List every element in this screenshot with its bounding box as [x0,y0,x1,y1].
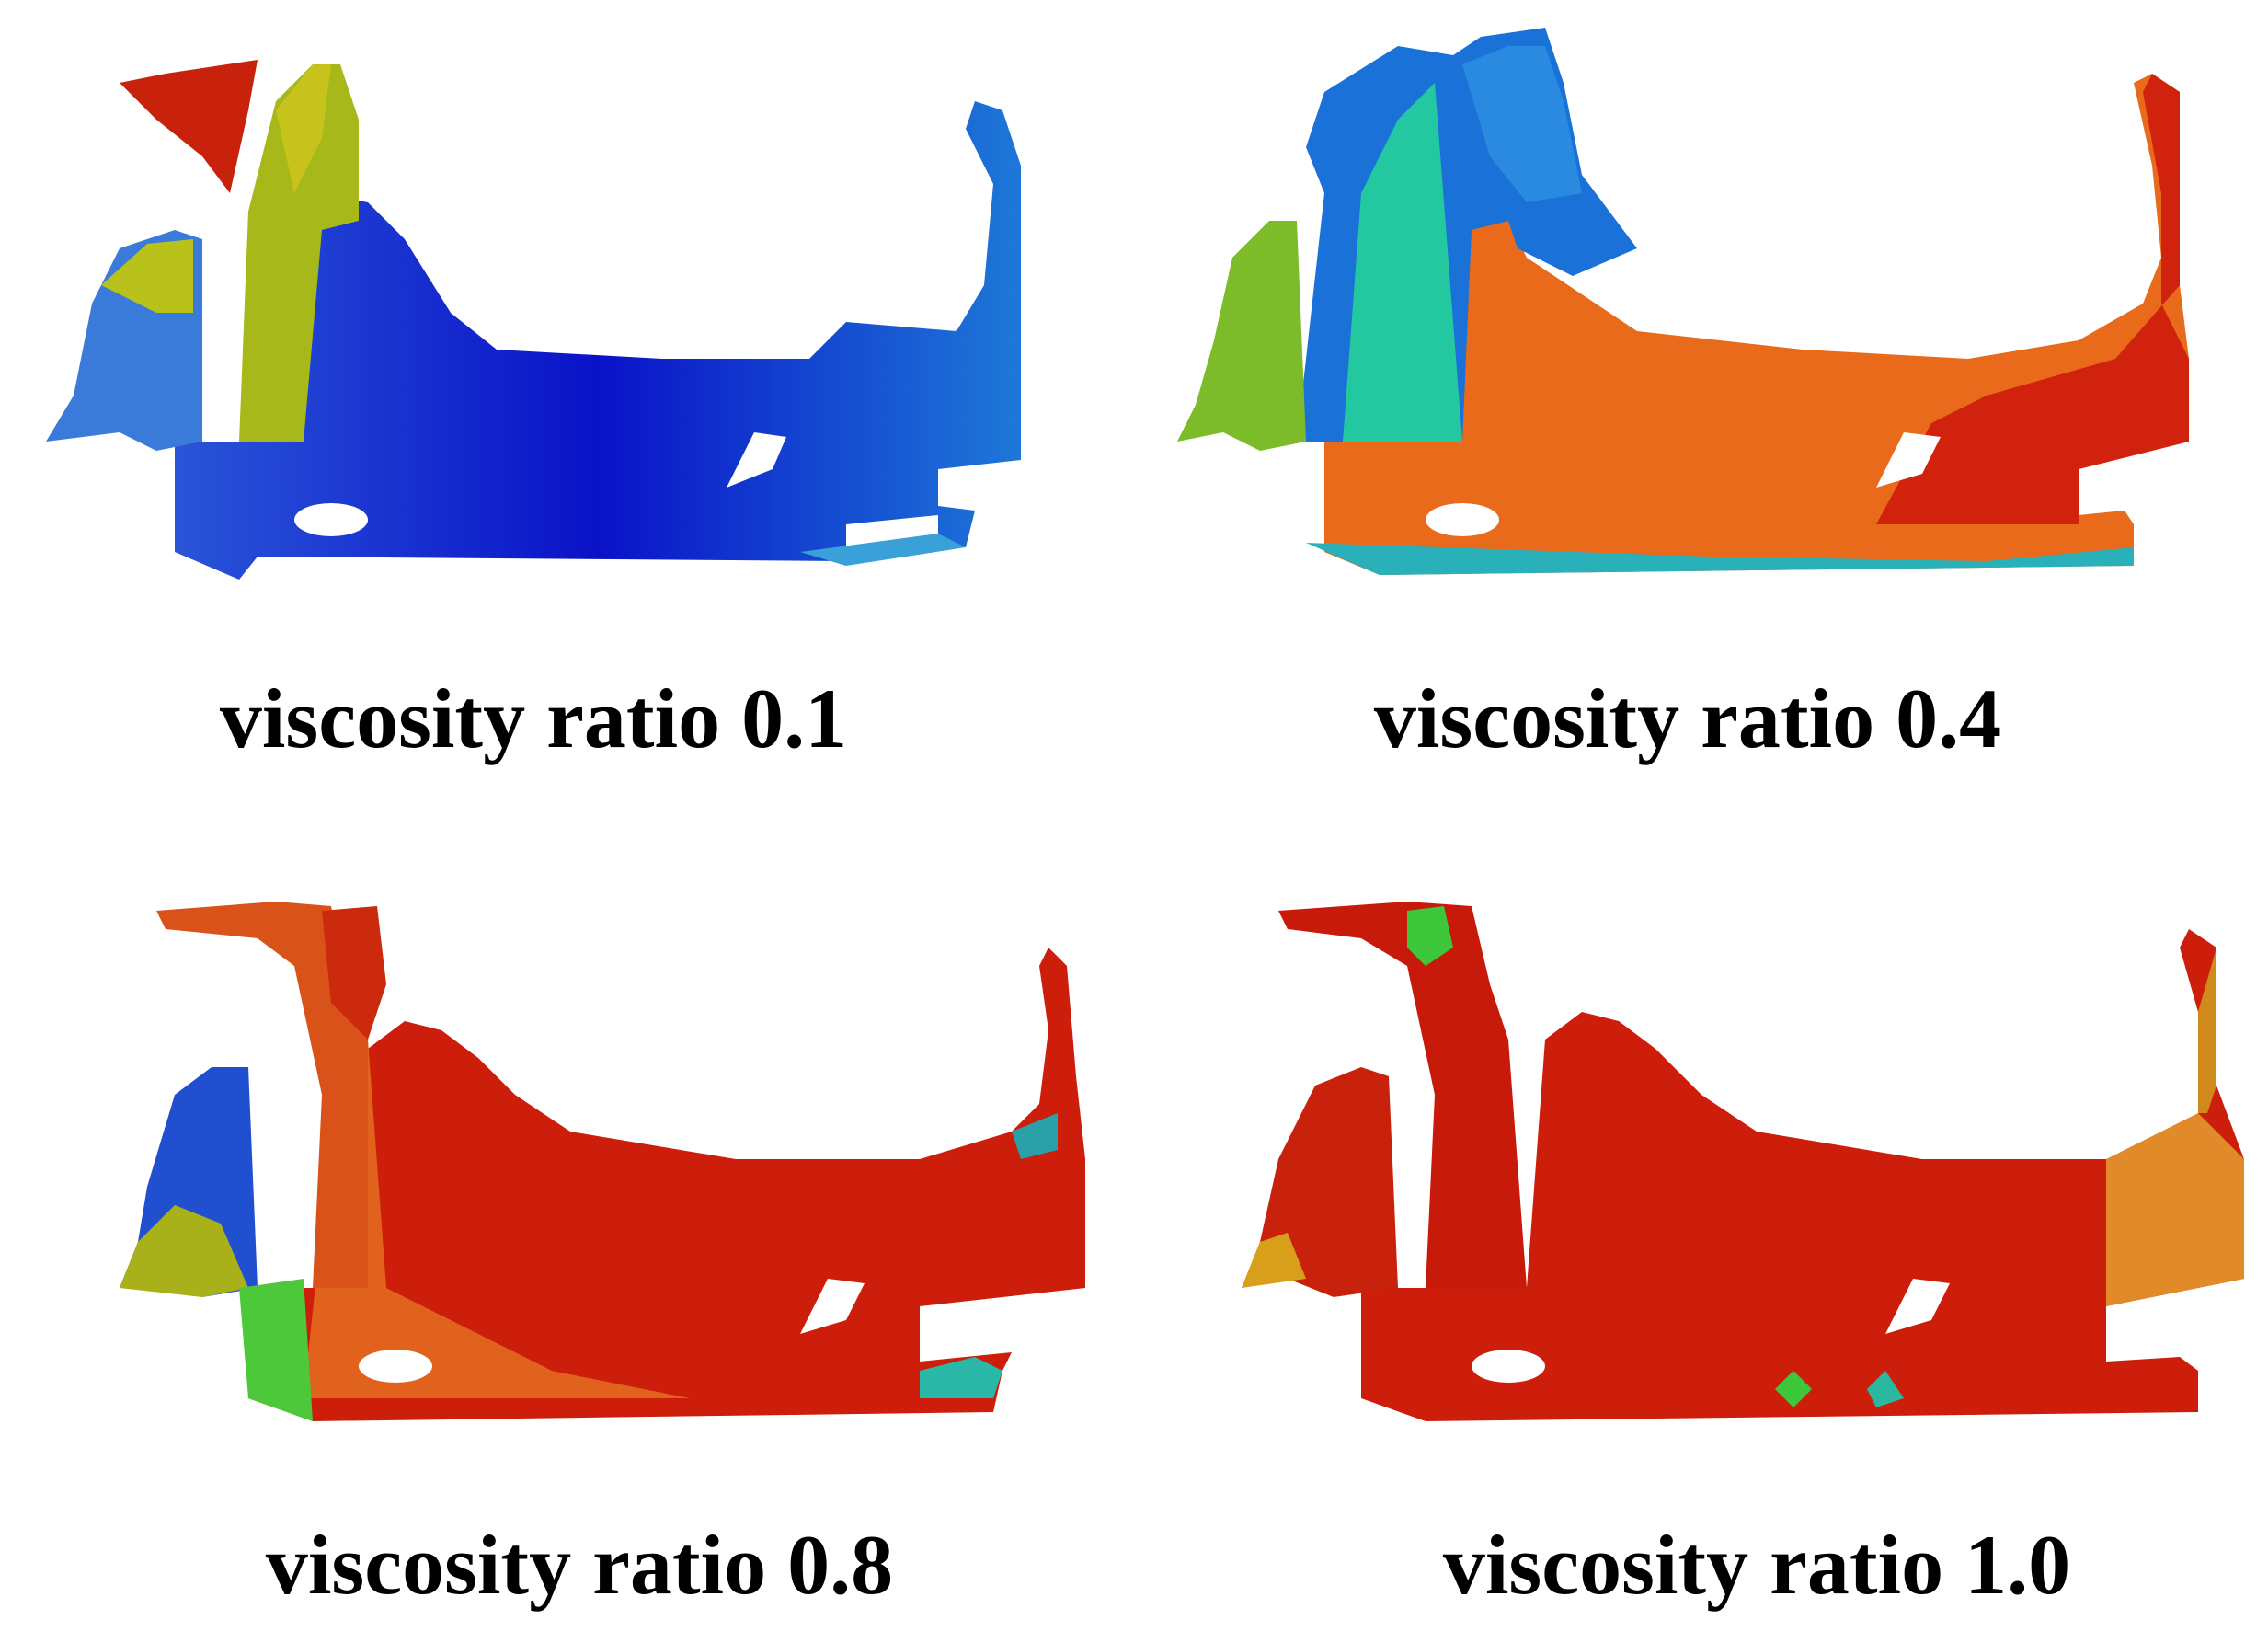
caption-viscosity-0-4: viscosity ratio 0.4 [1373,672,2002,765]
panel-viscosity-1-0 [1223,856,2253,1444]
panel-viscosity-0-4 [1159,9,2216,598]
flow-field-image-1-0 [1242,902,2244,1421]
caption-viscosity-0-1: viscosity ratio 0.1 [219,672,848,765]
flow-field-image-0-8 [120,902,1085,1421]
panel-viscosity-0-8 [92,856,1122,1444]
panel-viscosity-0-1 [18,9,1048,598]
flow-field-image-0-1 [46,60,1021,580]
caption-viscosity-1-0: viscosity ratio 1.0 [1442,1518,2071,1612]
flow-field-image-0-4 [1177,28,2189,575]
caption-viscosity-0-8: viscosity ratio 0.8 [265,1518,894,1612]
